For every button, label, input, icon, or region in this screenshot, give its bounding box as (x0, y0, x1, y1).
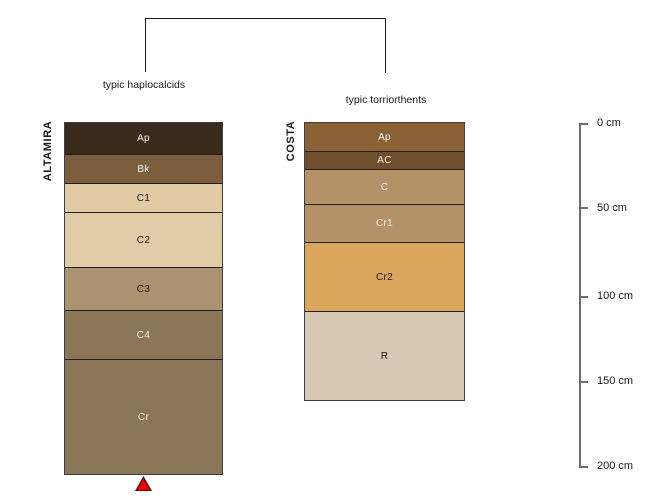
horizon-label: Cr1 (375, 218, 393, 229)
depth-label-150: 150 cm (597, 375, 634, 387)
horizon-altamira-c4: C4 (65, 311, 222, 360)
depth-tick-150 (579, 381, 588, 383)
classification-label-costa: typic torriorthents (345, 94, 427, 106)
horizon-label: Bk (137, 163, 150, 175)
profile-name-costa: COSTA (285, 120, 297, 162)
horizon-altamira-c3: C3 (65, 268, 222, 311)
horizon-costa-c: C (305, 170, 464, 205)
red-triangle-marker-fill (137, 479, 150, 490)
depth-scale-axis (579, 123, 581, 468)
depth-tick-0 (579, 123, 588, 125)
horizon-costa-cr2: Cr2 (305, 243, 464, 312)
profile-column-altamira: Ap Bk C1 C2 C3 C4 Cr (64, 122, 223, 475)
horizon-label: C2 (136, 234, 151, 246)
horizon-altamira-ap: Ap (65, 123, 222, 155)
horizon-costa-ac: AC (305, 152, 464, 170)
horizon-altamira-bk: Bk (65, 155, 222, 184)
horizon-altamira-cr: Cr (65, 360, 222, 474)
depth-tick-100 (579, 296, 588, 298)
bracket-right-leg (385, 18, 386, 73)
bracket-horizontal-line (145, 18, 386, 19)
horizon-label: R (380, 350, 389, 362)
horizon-label: AC (377, 155, 392, 166)
horizon-label: C (380, 181, 389, 193)
horizon-costa-cr1: Cr1 (305, 205, 464, 243)
profile-column-costa: Ap AC C Cr1 Cr2 R (304, 122, 465, 401)
profile-name-altamira: ALTAMIRA (42, 120, 54, 182)
horizon-label: C4 (136, 329, 151, 341)
horizon-altamira-c1: C1 (65, 184, 222, 213)
horizon-altamira-c2: C2 (65, 213, 222, 268)
horizon-label: Ap (378, 131, 391, 143)
depth-label-200: 200 cm (597, 460, 634, 472)
horizon-label: Cr (137, 411, 150, 423)
depth-label-100: 100 cm (597, 290, 634, 302)
horizon-label: Ap (137, 133, 150, 144)
depth-tick-200 (579, 466, 588, 468)
horizon-label: Cr2 (375, 271, 393, 283)
classification-label-altamira: typic haplocalcids (102, 79, 186, 91)
depth-tick-50 (579, 207, 588, 209)
horizon-costa-r: R (305, 312, 464, 400)
horizon-label: C3 (136, 283, 151, 295)
horizon-label: C1 (136, 192, 151, 204)
depth-label-50: 50 cm (597, 202, 627, 214)
bracket-left-leg (145, 18, 146, 72)
horizon-costa-ap: Ap (305, 123, 464, 152)
depth-label-0: 0 cm (597, 117, 621, 129)
